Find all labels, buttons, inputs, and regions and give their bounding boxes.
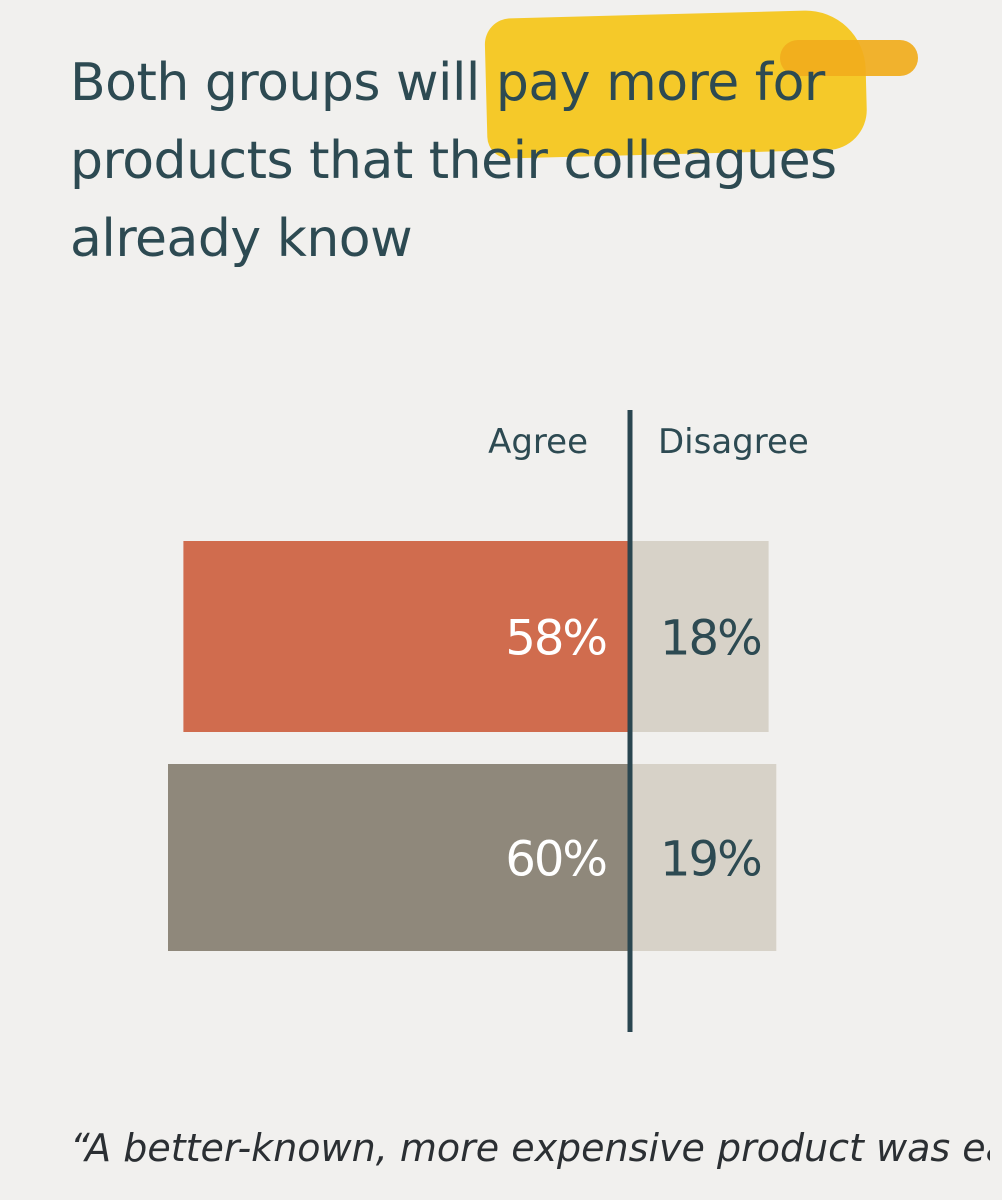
highlighter-mark-tail <box>780 40 918 76</box>
chart-title: Both groups will pay more for products t… <box>70 53 837 269</box>
agree-column-label: Agree <box>488 422 588 462</box>
disagree-bar-2 <box>630 764 777 951</box>
disagree-column-label: Disagree <box>658 422 809 462</box>
agree-bar-2 <box>168 764 630 951</box>
disagree-value-label-2: 19% <box>660 832 761 888</box>
agree-value-label-2: 60% <box>505 832 606 888</box>
agree-value-label-1: 58% <box>505 611 606 667</box>
agree-bar-1 <box>183 541 630 732</box>
disagree-value-label-1: 18% <box>660 611 761 667</box>
disagree-bar-1 <box>630 541 769 732</box>
quote-text: “A better-known, more expensive product … <box>70 1126 990 1170</box>
